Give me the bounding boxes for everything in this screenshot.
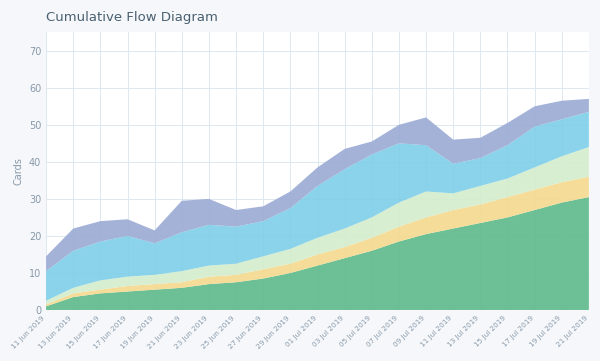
Y-axis label: Cards: Cards [13, 157, 23, 185]
Text: Cumulative Flow Diagram: Cumulative Flow Diagram [46, 11, 218, 24]
